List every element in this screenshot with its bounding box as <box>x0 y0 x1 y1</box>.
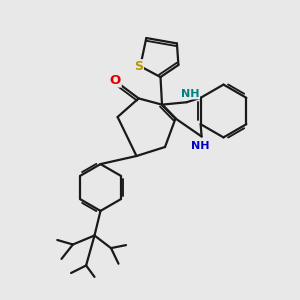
Text: NH: NH <box>181 89 200 99</box>
Text: S: S <box>134 60 143 73</box>
Text: NH: NH <box>191 141 209 151</box>
Text: O: O <box>110 74 121 87</box>
